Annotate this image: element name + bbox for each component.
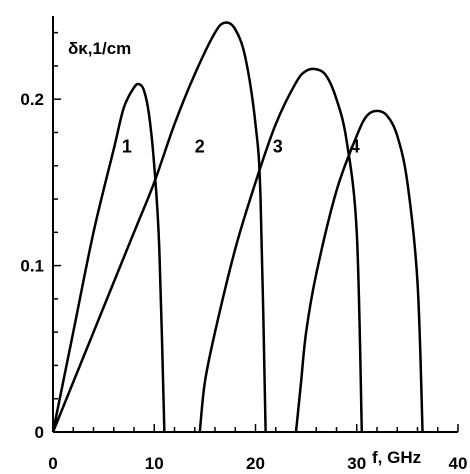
series-line-3: [198, 67, 364, 433]
y-tick-label: 0: [35, 423, 44, 442]
x-tick-label: 0: [48, 454, 57, 473]
curves: [51, 21, 424, 433]
curve-label-2: 2: [195, 136, 205, 156]
labels: 1 2 3 4: [122, 136, 360, 156]
y-tick-label: 0.1: [20, 257, 44, 276]
curve-label-4: 4: [350, 136, 360, 156]
x-tick-label: 40: [449, 454, 468, 473]
series-line-1: [51, 82, 166, 433]
y-tick-label: 0.2: [20, 90, 44, 109]
x-tick-label: 10: [145, 454, 164, 473]
axes: 0 10 20 30 40 0 0.1 0.2: [20, 16, 467, 473]
x-axis-label: f, GHz: [372, 448, 421, 467]
y-axis-label: δκ,1/cm: [68, 39, 131, 58]
curve-label-3: 3: [273, 136, 283, 156]
series-line-4: [294, 109, 424, 433]
x-tick-label: 30: [347, 454, 366, 473]
x-tick-label: 20: [246, 454, 265, 473]
curve-label-1: 1: [122, 136, 132, 156]
series-line-2: [51, 21, 267, 433]
